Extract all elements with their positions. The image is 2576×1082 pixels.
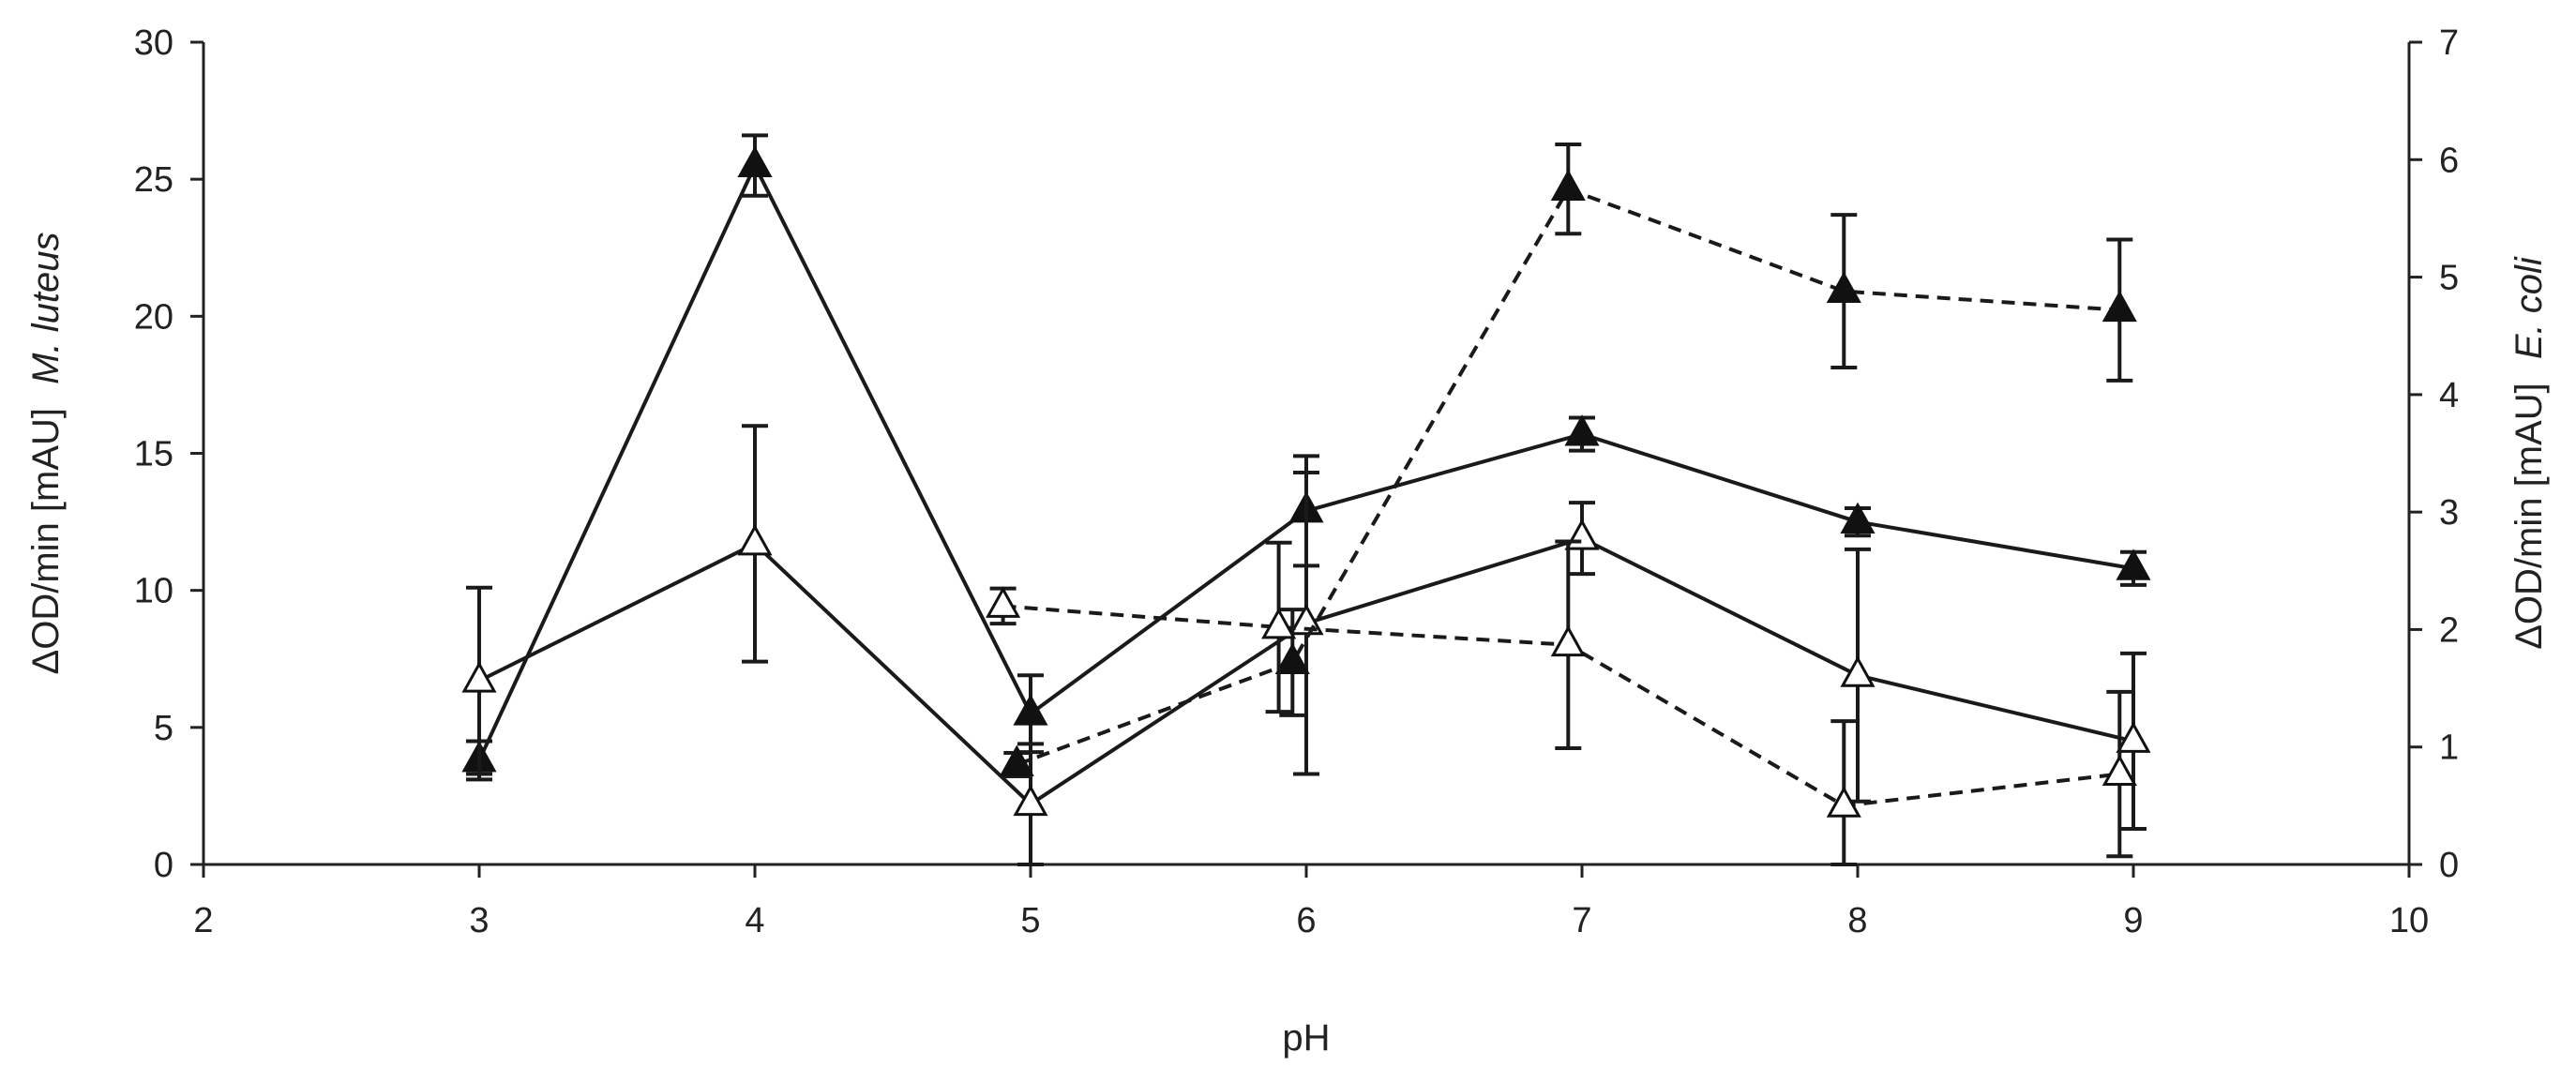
x-tick-label-9: 9 <box>2123 901 2143 940</box>
series-3-point-0 <box>986 586 1021 618</box>
series-1-point-2 <box>1013 784 1048 817</box>
series-2-point-1 <box>1274 642 1310 674</box>
x-axis-label: pH <box>1282 1017 1330 1059</box>
series-0-point-4 <box>1564 414 1600 446</box>
series-0-point-6 <box>2116 549 2151 580</box>
series-1-point-5 <box>1840 655 1876 687</box>
series-3-point-1 <box>1261 607 1297 639</box>
x-tick-label-8: 8 <box>1847 901 1867 940</box>
x-tick-label-2: 2 <box>193 901 213 940</box>
left-y-axis-label-prefix: ΔOD/min [mAU] <box>25 408 67 675</box>
x-tick-label-6: 6 <box>1296 901 1316 940</box>
right-y-axis-label-organism: E. coli <box>2508 256 2550 359</box>
series-2-point-2 <box>1550 169 1586 202</box>
series-3-point-2 <box>1550 624 1586 657</box>
x-tick-label-3: 3 <box>469 901 489 940</box>
series-3-point-3 <box>1826 786 1861 818</box>
right-y-tick-label-6: 6 <box>2439 141 2459 180</box>
plot-area: 2 3 4 5 6 7 8 9 10 0 5 10 15 20 25 30 0 1 2 3 4 5 6 7 <box>134 23 2459 940</box>
left-y-tick-label-30: 30 <box>134 23 173 63</box>
series-3-line <box>1002 604 2120 808</box>
right-y-tick-label-7: 7 <box>2439 23 2459 63</box>
x-tick-label-4: 4 <box>745 901 764 940</box>
series-1-point-0 <box>461 661 497 693</box>
series-0-point-5 <box>1840 502 1876 534</box>
x-tick-label-7: 7 <box>1572 901 1591 940</box>
right-y-axis-label: ΔOD/min [mAU] E. coli <box>2508 256 2550 650</box>
left-y-tick-label-20: 20 <box>134 297 173 337</box>
left-y-tick-label-0: 0 <box>154 846 173 885</box>
series-1-point-1 <box>737 524 773 556</box>
series-2-point-0 <box>999 744 1034 776</box>
left-y-tick-label-15: 15 <box>134 435 173 474</box>
series-0-point-2 <box>1013 694 1048 726</box>
series-2 <box>999 142 2137 779</box>
series-0-point-1 <box>737 145 773 177</box>
right-y-tick-label-1: 1 <box>2439 729 2459 768</box>
left-y-axis-label: ΔOD/min [mAU] M. luteus <box>25 233 67 675</box>
right-y-axis-label-prefix: ΔOD/min [mAU] <box>2508 383 2550 650</box>
right-y-tick-label-4: 4 <box>2439 376 2459 415</box>
right-y-tick-label-0: 0 <box>2439 846 2459 885</box>
tick-group: 2 3 4 5 6 7 8 9 10 0 5 10 15 20 25 30 0 1 2 3 4 5 6 7 <box>134 23 2459 940</box>
left-y-tick-label-25: 25 <box>134 160 173 200</box>
x-tick-label-5: 5 <box>1020 901 1040 940</box>
left-y-axis-label-organism: M. luteus <box>25 233 67 384</box>
series-2-point-3 <box>1826 271 1861 304</box>
series-1-point-4 <box>1564 518 1600 550</box>
series-3 <box>986 539 2137 866</box>
right-y-tick-label-3: 3 <box>2439 493 2459 533</box>
left-y-tick-label-10: 10 <box>134 572 173 611</box>
left-y-tick-label-5: 5 <box>154 709 173 748</box>
series-1-point-6 <box>2116 721 2151 753</box>
series-3-point-4 <box>2101 754 2137 786</box>
right-y-tick-label-5: 5 <box>2439 259 2459 298</box>
x-tick-label-10: 10 <box>2389 901 2429 940</box>
right-y-tick-label-2: 2 <box>2439 610 2459 650</box>
series-2-point-4 <box>2101 290 2137 323</box>
series-group <box>461 133 2151 866</box>
